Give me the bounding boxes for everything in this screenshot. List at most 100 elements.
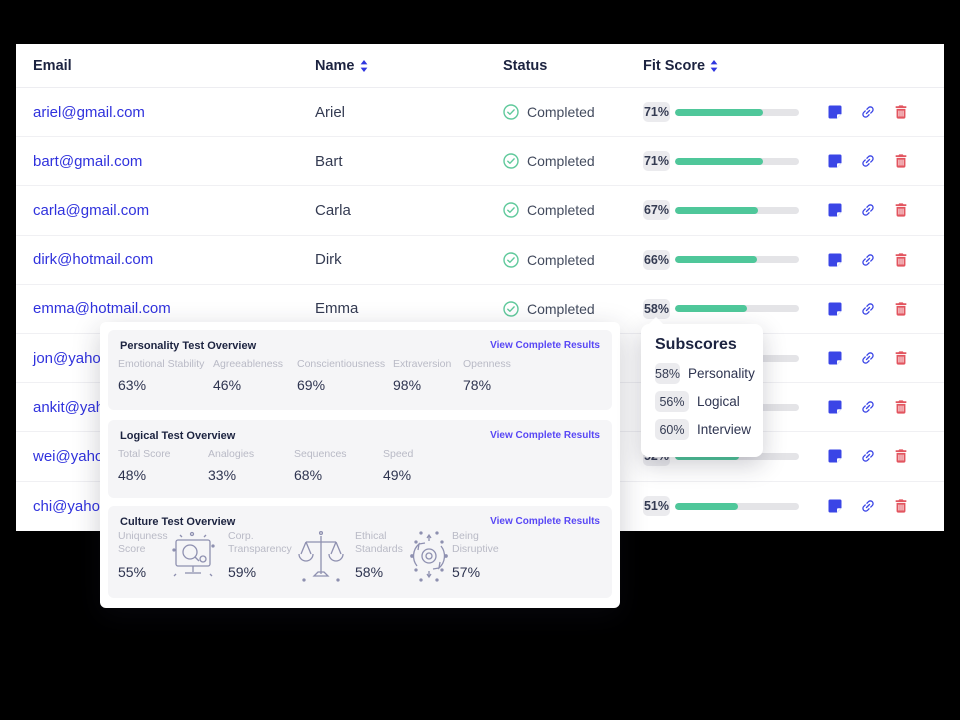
- email-link[interactable]: emma@hotmail.com: [33, 300, 171, 318]
- copy-link-button[interactable]: [860, 104, 876, 120]
- trash-icon: [895, 154, 907, 168]
- note-icon: [828, 203, 842, 217]
- subscore-item: 58% Personality: [655, 363, 755, 384]
- note-icon: [828, 253, 842, 267]
- email-link[interactable]: carla@gmail.com: [33, 201, 150, 219]
- subscore-label: Personality: [688, 366, 755, 381]
- delete-button[interactable]: [893, 153, 909, 169]
- column-header-name[interactable]: Name: [315, 58, 503, 74]
- panel-title: Culture Test Overview: [120, 516, 236, 528]
- fit-score-bar: [675, 206, 799, 214]
- metric: Uniquness Score 55%: [118, 530, 168, 580]
- link-icon: [862, 155, 874, 167]
- fit-score-badge: 66%: [643, 249, 670, 270]
- copy-link-button[interactable]: [860, 252, 876, 268]
- email-link[interactable]: dirk@hotmail.com: [33, 251, 154, 269]
- fit-score-bar: [675, 502, 799, 510]
- metric: Ethical Standards 58%: [355, 530, 403, 580]
- trash-icon: [895, 351, 907, 365]
- fit-score-bar: [675, 256, 799, 264]
- sort-icon[interactable]: [360, 59, 368, 72]
- trash-icon: [895, 105, 907, 119]
- trash-icon: [895, 203, 907, 218]
- metric: Being Disruptive 57%: [452, 530, 499, 580]
- link-icon: [862, 253, 874, 266]
- disruptive-gear-icon: [404, 528, 454, 586]
- column-header-fit-score[interactable]: Fit Score: [643, 58, 821, 74]
- note-button[interactable]: [827, 104, 843, 120]
- copy-link-button[interactable]: [860, 448, 876, 464]
- status-text: Completed: [527, 251, 595, 268]
- completed-check-icon: [503, 202, 519, 219]
- subscore-badge: 58%: [655, 363, 681, 384]
- column-header-label: Name: [315, 57, 355, 74]
- trash-icon: [895, 252, 907, 267]
- delete-button[interactable]: [893, 104, 909, 120]
- note-button[interactable]: [827, 202, 843, 218]
- metric: Corp. Transparency 59%: [228, 530, 292, 580]
- metric: Conscientiousness 69%: [297, 358, 386, 393]
- view-complete-results-link[interactable]: View Complete Results: [490, 430, 600, 441]
- fit-score-badge: 67%: [643, 200, 670, 221]
- trash-icon: [895, 302, 907, 316]
- column-header-label: Status: [503, 57, 548, 74]
- copy-link-button[interactable]: [860, 153, 876, 169]
- metric: Analogies 33%: [208, 448, 255, 483]
- delete-button[interactable]: [893, 301, 909, 317]
- delete-button[interactable]: [893, 350, 909, 366]
- fit-score-badge: 71%: [643, 151, 670, 172]
- copy-link-button[interactable]: [860, 498, 876, 514]
- note-button[interactable]: [827, 448, 843, 464]
- personality-overview-panel: Personality Test Overview View Complete …: [108, 330, 612, 410]
- delete-button[interactable]: [893, 252, 909, 268]
- panel-title: Logical Test Overview: [120, 430, 236, 442]
- metric: Speed 49%: [383, 448, 414, 483]
- monitor-search-icon: [168, 528, 218, 586]
- note-button[interactable]: [827, 301, 843, 317]
- subscore-label: Interview: [696, 422, 751, 437]
- status-text: Completed: [527, 300, 595, 317]
- name-text: Ariel: [315, 103, 346, 121]
- copy-link-button[interactable]: [860, 399, 876, 415]
- copy-link-button[interactable]: [860, 350, 876, 366]
- column-header-label: Email: [33, 57, 72, 74]
- note-button[interactable]: [827, 498, 843, 514]
- note-icon: [828, 302, 842, 316]
- metric: Agreeableness 46%: [213, 358, 284, 393]
- copy-link-button[interactable]: [860, 202, 876, 218]
- note-button[interactable]: [827, 252, 843, 268]
- delete-button[interactable]: [893, 498, 909, 514]
- panel-title: Personality Test Overview: [120, 340, 257, 352]
- status-text: Completed: [527, 153, 595, 170]
- metric: Extraversion 98%: [393, 358, 452, 393]
- copy-link-button[interactable]: [860, 301, 876, 317]
- completed-check-icon: [503, 301, 519, 317]
- note-button[interactable]: [827, 350, 843, 366]
- column-header-status: Status: [503, 58, 643, 74]
- subscore-item: 60% Interview: [655, 419, 751, 440]
- email-link[interactable]: bart@gmail.com: [33, 152, 143, 170]
- sort-icon[interactable]: [710, 59, 718, 72]
- tooltip-title: Subscores: [655, 336, 737, 353]
- note-icon: [828, 499, 842, 513]
- note-button[interactable]: [827, 153, 843, 169]
- fit-score-badge: 51%: [643, 496, 670, 517]
- trash-icon: [895, 499, 907, 513]
- delete-button[interactable]: [893, 399, 909, 415]
- note-button[interactable]: [827, 399, 843, 415]
- view-complete-results-link[interactable]: View Complete Results: [490, 340, 600, 351]
- fit-score-bar: [675, 305, 799, 313]
- delete-button[interactable]: [893, 448, 909, 464]
- fit-score-badge: 71%: [643, 102, 670, 123]
- test-overview-popup: Personality Test Overview View Complete …: [100, 322, 620, 608]
- fit-score-bar: [675, 157, 799, 165]
- completed-check-icon: [503, 251, 519, 268]
- email-link[interactable]: ariel@gmail.com: [33, 103, 145, 121]
- subscore-badge: 56%: [655, 391, 689, 412]
- metric: Emotional Stability 63%: [118, 358, 205, 393]
- name-text: Dirk: [315, 251, 342, 269]
- completed-check-icon: [503, 153, 519, 169]
- name-text: Bart: [315, 152, 343, 170]
- view-complete-results-link[interactable]: View Complete Results: [490, 516, 600, 527]
- delete-button[interactable]: [893, 202, 909, 218]
